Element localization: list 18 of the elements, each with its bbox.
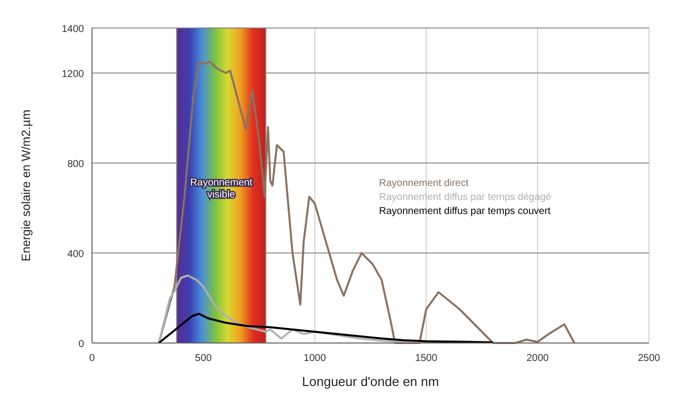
x-tick-label: 0	[89, 353, 96, 364]
x-tick-label: 2500	[638, 353, 661, 364]
text: Rayonnement direct	[379, 178, 469, 189]
x-tick-label: 1500	[415, 353, 438, 364]
x-tick-label: 1000	[304, 353, 326, 364]
y-tick-label: 0	[78, 339, 84, 350]
y-axis-title: Energie solaire en W/m2.µm	[19, 110, 33, 262]
x-tick-label: 2000	[526, 353, 550, 364]
line-series	[158, 60, 576, 344]
y-tick-label: 1400	[62, 24, 84, 35]
line-series	[158, 312, 494, 344]
text: Rayonnement diffus par temps dégagé	[379, 192, 552, 203]
text: Rayonnement diffus par temps couvert	[379, 206, 551, 217]
x-axis-title: Longueur d'onde en nm	[302, 374, 439, 389]
y-tick-label: 800	[67, 159, 84, 170]
y-tick-label: 400	[67, 249, 84, 260]
x-tick-label: 500	[195, 353, 212, 364]
y-tick-label: 1200	[62, 69, 84, 80]
